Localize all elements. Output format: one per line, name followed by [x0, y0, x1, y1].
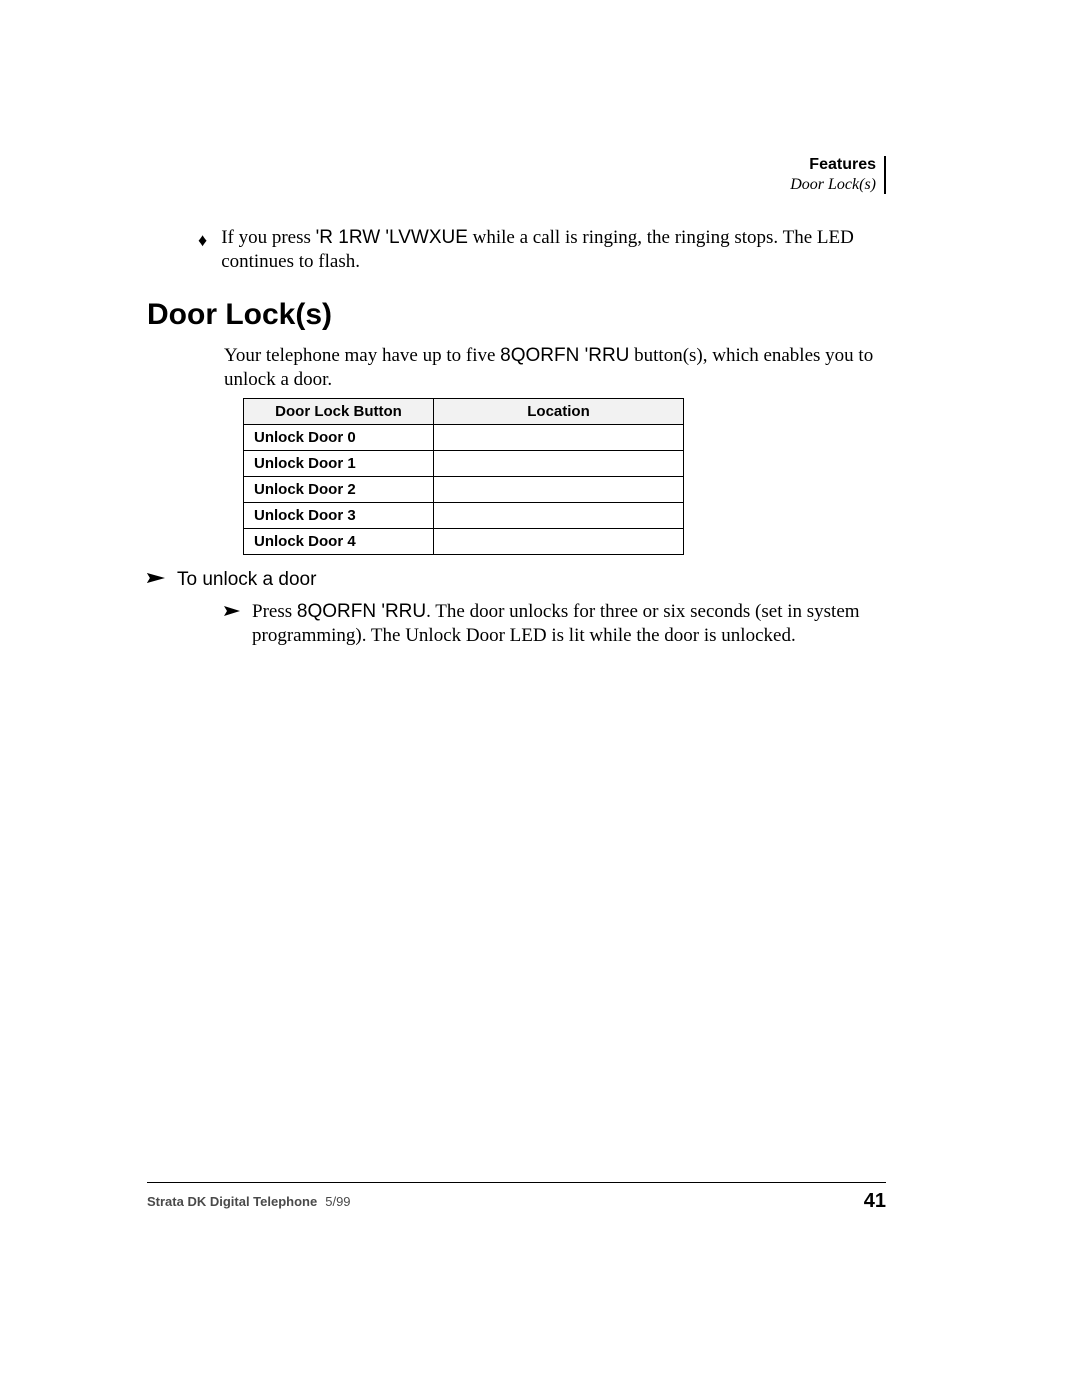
bullet-icon: ♦	[198, 228, 207, 274]
table-cell-location	[434, 503, 684, 529]
table-row: Unlock Door 2	[244, 477, 684, 503]
table-cell-button: Unlock Door 0	[244, 425, 434, 451]
header-chapter: Features	[790, 156, 876, 174]
arrow-icon	[224, 604, 242, 648]
footer-rule	[147, 1182, 886, 1183]
step-prefix: Press	[252, 601, 297, 622]
table-row: Unlock Door 1	[244, 451, 684, 477]
table-cell-location	[434, 477, 684, 503]
procedure-title: To unlock a door	[177, 569, 316, 591]
table-cell-button: Unlock Door 1	[244, 451, 434, 477]
bullet-button-label: 'R 1RW 'LVWXUE	[316, 227, 468, 248]
bullet-text: If you press 'R 1RW 'LVWXUE while a call…	[221, 226, 876, 274]
door-lock-table: Door Lock Button Location Unlock Door 0 …	[243, 398, 684, 555]
procedure-step: Press 8QORFN 'RRU. The door unlocks for …	[224, 600, 876, 648]
table-cell-button: Unlock Door 2	[244, 477, 434, 503]
section-heading: Door Lock(s)	[147, 298, 332, 332]
table-cell-location	[434, 425, 684, 451]
table-cell-location	[434, 451, 684, 477]
table-row: Unlock Door 4	[244, 529, 684, 555]
intro-button-label: 8QORFN 'RRU	[500, 345, 629, 366]
arrow-icon	[147, 569, 167, 591]
table-cell-location	[434, 529, 684, 555]
step-button-label: 8QORFN 'RRU	[297, 601, 426, 622]
footer-page-number: 41	[864, 1190, 886, 1213]
table-col-button: Door Lock Button	[244, 399, 434, 425]
procedure-heading: To unlock a door	[147, 569, 316, 591]
intro-prefix: Your telephone may have up to five	[224, 345, 500, 366]
bullet-prefix: If you press	[221, 227, 315, 248]
table-header-row: Door Lock Button Location	[244, 399, 684, 425]
footer-doc: Strata DK Digital Telephone 5/99	[147, 1194, 351, 1209]
table-cell-button: Unlock Door 3	[244, 503, 434, 529]
header-section: Door Lock(s)	[790, 176, 876, 194]
intro-paragraph: Your telephone may have up to five 8QORF…	[224, 344, 876, 392]
page: Features Door Lock(s) ♦ If you press 'R …	[0, 0, 1080, 1397]
table-row: Unlock Door 3	[244, 503, 684, 529]
table-cell-button: Unlock Door 4	[244, 529, 434, 555]
running-header: Features Door Lock(s)	[790, 156, 886, 194]
footer-doc-title: Strata DK Digital Telephone	[147, 1194, 317, 1209]
step-text: Press 8QORFN 'RRU. The door unlocks for …	[252, 600, 876, 648]
table-row: Unlock Door 0	[244, 425, 684, 451]
top-bullet: ♦ If you press 'R 1RW 'LVWXUE while a ca…	[198, 226, 876, 274]
footer-date: 5/99	[325, 1194, 350, 1209]
table-col-location: Location	[434, 399, 684, 425]
